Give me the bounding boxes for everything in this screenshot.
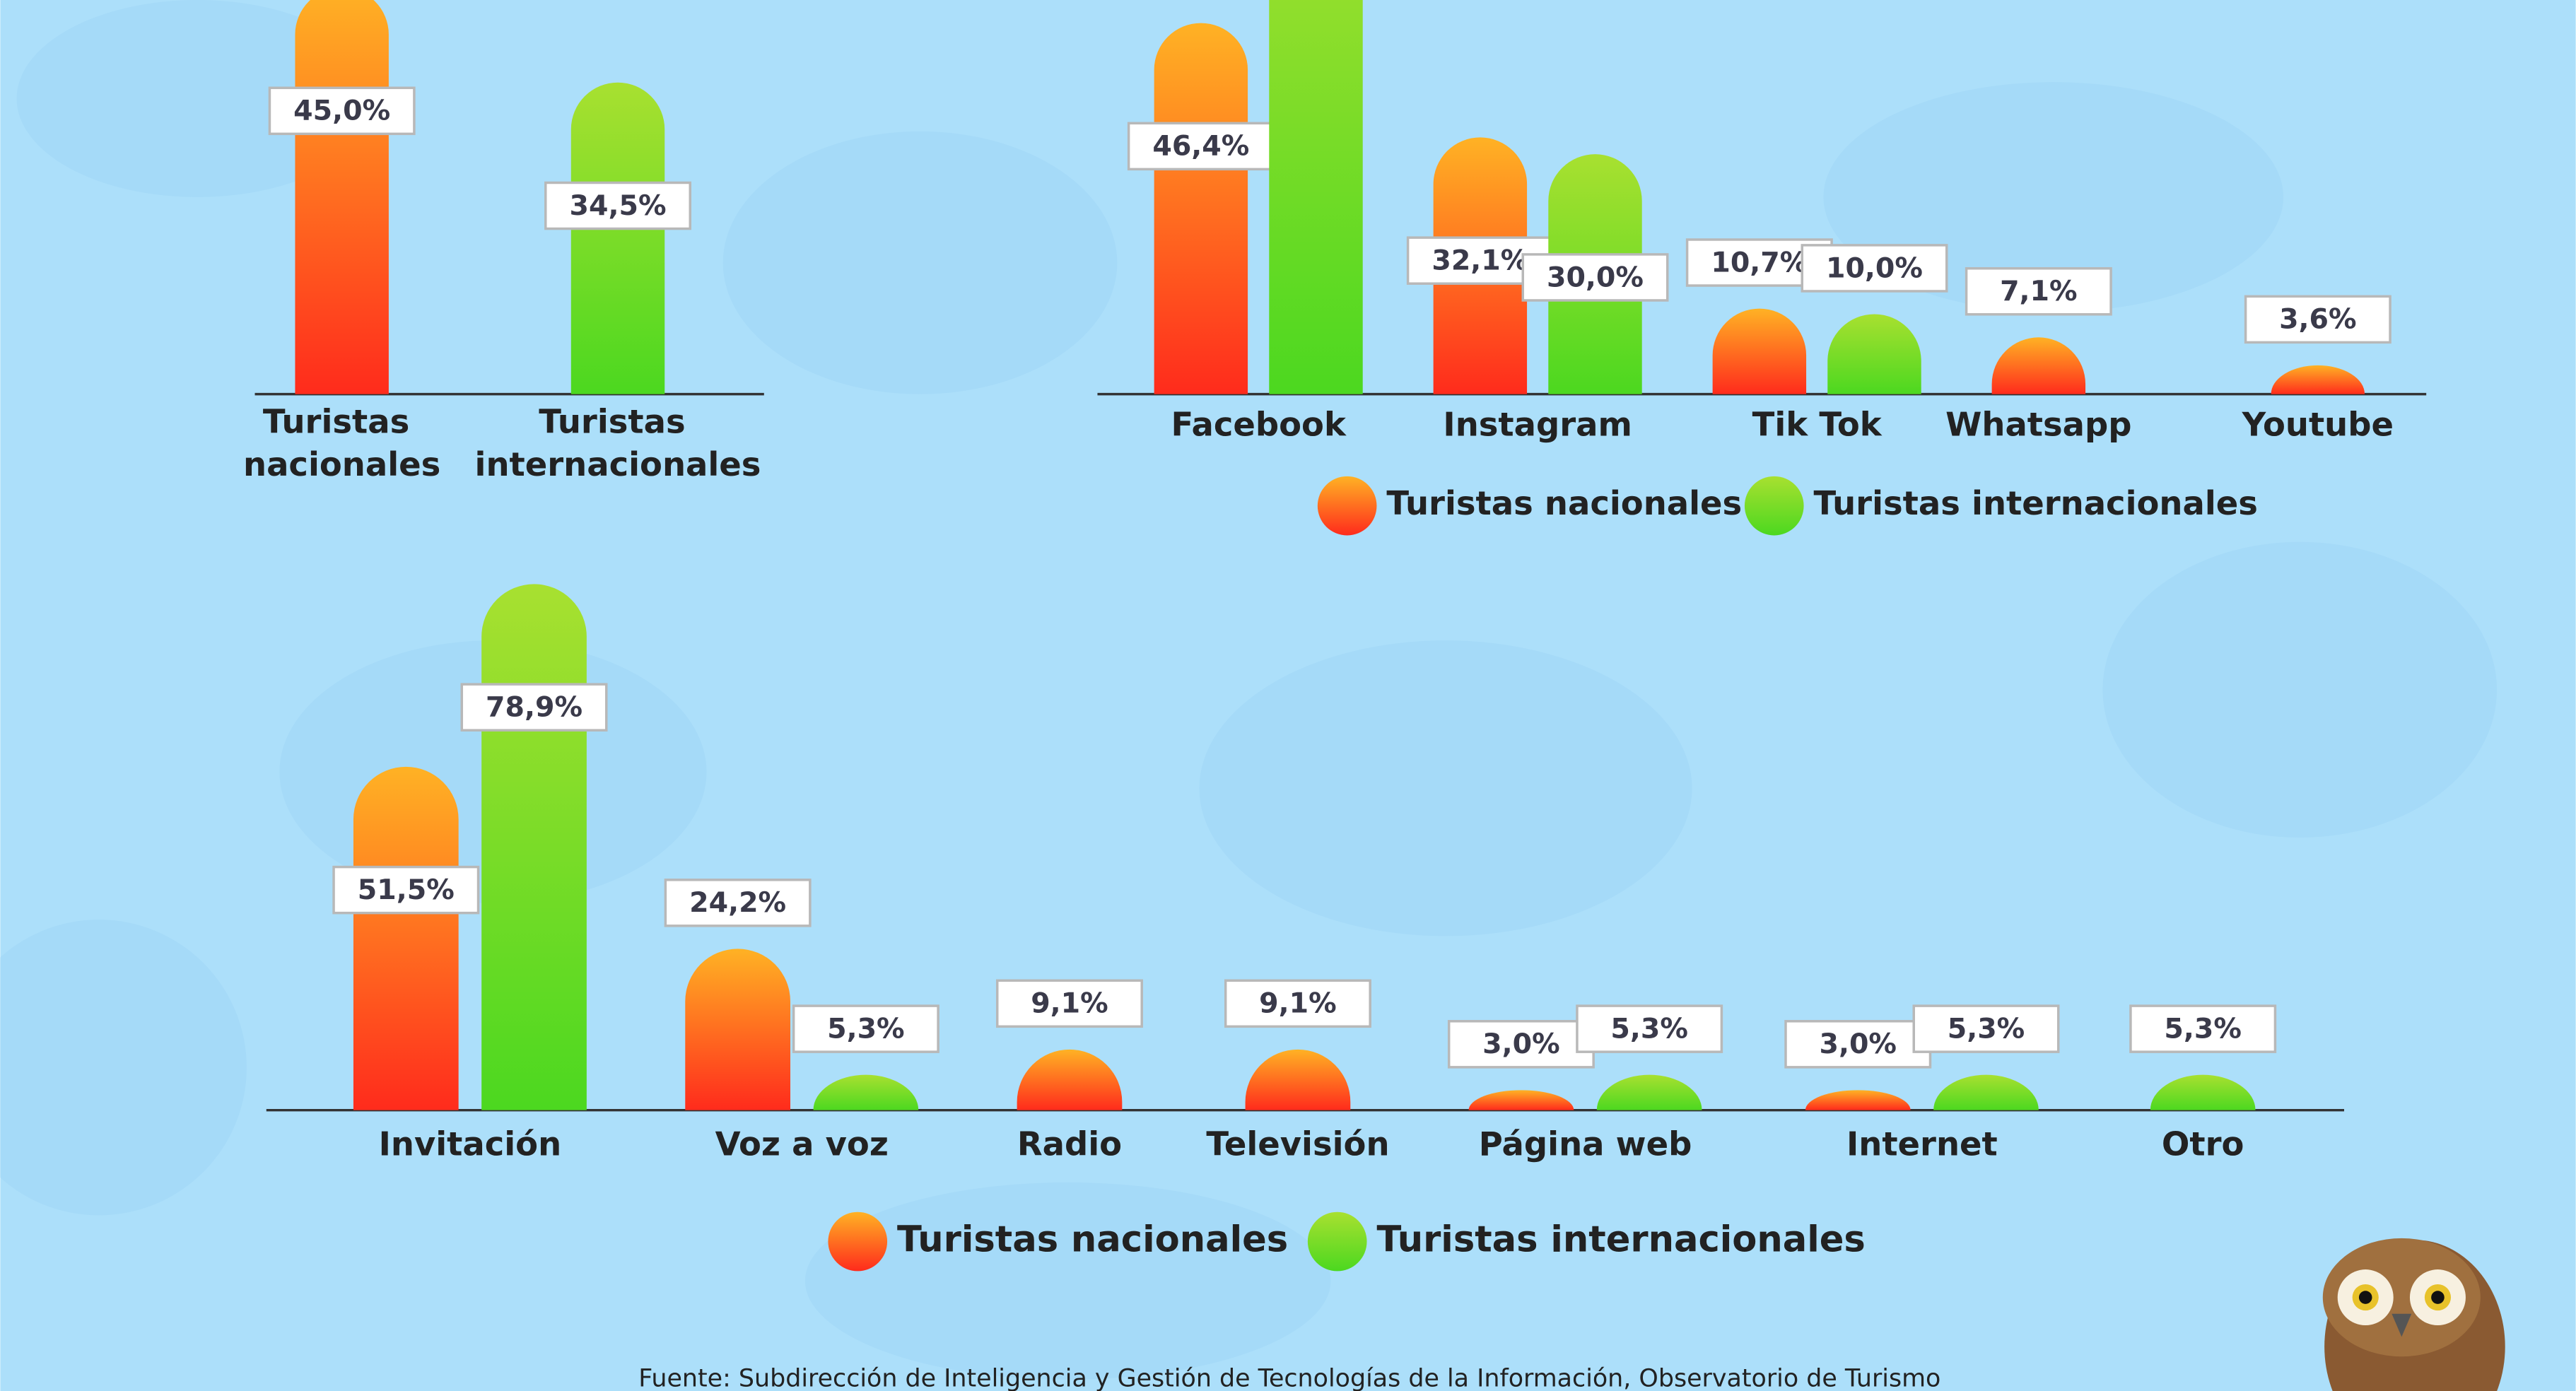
value-label: 3,6% (2279, 303, 2357, 336)
bar (2150, 1074, 2256, 1110)
legend-label: Turistas internacionales (1376, 1219, 1865, 1261)
x-tick-label: Whatsapp (1945, 406, 2131, 444)
value-label: 32,1% (1432, 244, 1528, 276)
bar (295, 0, 389, 394)
value-label: 24,2% (689, 886, 786, 919)
value-label-box (460, 683, 608, 732)
x-tick-label: Youtube (2242, 406, 2394, 444)
value-label: 30,0% (1547, 261, 1644, 293)
value-label-box (1447, 1020, 1595, 1069)
value-label-box (1912, 1004, 2060, 1053)
bar (1596, 1074, 1702, 1110)
legend-label: Turistas internacionales (1814, 484, 2258, 522)
source: Fuente: Subdirección de Inteligencia y G… (638, 1365, 1940, 1391)
x-tick-label: Tik Tok (1752, 406, 1883, 444)
x-tick-label: Radio (1017, 1125, 1122, 1163)
bar (353, 766, 459, 1110)
x-tick-label: Invitación (379, 1125, 562, 1163)
bar (1805, 1090, 1911, 1110)
x-tick-label: Instagram (1443, 406, 1632, 444)
legend-swatch (1317, 476, 1377, 536)
value-label: 10,0% (1826, 252, 1923, 284)
legend-swatch (1307, 1211, 1367, 1272)
value-label-box (544, 181, 691, 230)
value-label-box (1801, 244, 1948, 293)
x-tick-label: Facebook (1171, 406, 1346, 444)
x-tick-label: Turistas internacionales (475, 402, 761, 483)
legend-swatch (828, 1211, 888, 1272)
value-label: 3,0% (1482, 1028, 1560, 1060)
value-label-box (268, 86, 416, 136)
value-label-box (2129, 1004, 2277, 1053)
owl (2322, 1238, 2505, 1391)
value-label: 51,5% (358, 874, 455, 906)
legend-swatch (1744, 476, 1804, 536)
value-label: 5,3% (1610, 1012, 1688, 1045)
bar (1269, 0, 1363, 394)
bar (481, 584, 587, 1110)
bar (1245, 1049, 1351, 1110)
value-label: 9,1% (1031, 987, 1108, 1020)
legend-label: Turistas nacionales (1386, 484, 1742, 522)
legend-label: Turistas nacionales (897, 1219, 1288, 1261)
value-label: 34,5% (570, 189, 667, 222)
value-label: 5,3% (827, 1012, 905, 1045)
value-label: 5,3% (2164, 1012, 2242, 1045)
x-tick-label: Otro (2162, 1125, 2244, 1163)
bar (1827, 314, 1921, 394)
value-label-box (2244, 295, 2391, 344)
bar (1468, 1090, 1574, 1110)
value-label-box (664, 879, 812, 927)
value-label: 3,0% (1819, 1028, 1897, 1060)
value-label-box (332, 865, 480, 915)
x-tick-label: Voz a voz (715, 1125, 889, 1163)
value-label-box (792, 1004, 939, 1053)
x-tick-label: Televisión (1206, 1125, 1389, 1163)
x-tick-label: Turistas nacionales (243, 402, 440, 483)
bar (1017, 1049, 1123, 1110)
value-label: 7,1% (2000, 275, 2078, 307)
bar (813, 1074, 919, 1110)
value-label: 9,1% (1259, 987, 1337, 1020)
bar (1712, 308, 1807, 394)
value-label: 5,3% (1948, 1012, 2025, 1045)
bar (1933, 1074, 2039, 1110)
value-label-box (1965, 266, 2112, 316)
bar (2271, 365, 2365, 394)
value-label: 10,7% (1711, 246, 1808, 278)
bar (685, 949, 790, 1110)
value-label: 45,0% (293, 95, 390, 127)
flower-pattern (0, 0, 2497, 1380)
value-label-box (1127, 122, 1275, 171)
value-label: 46,4% (1152, 130, 1249, 163)
value-label-box (995, 979, 1143, 1028)
value-label-box (1576, 1004, 1723, 1053)
value-label-box (1521, 253, 1669, 302)
x-tick-label: Página web (1479, 1125, 1692, 1163)
value-label-box (1784, 1020, 1932, 1069)
value-label-box (1224, 979, 1371, 1028)
x-tick-label: Internet (1846, 1125, 1998, 1163)
value-label: 78,9% (486, 691, 582, 723)
bar (570, 82, 665, 394)
bar (1991, 337, 2086, 394)
bar (1154, 23, 1248, 394)
